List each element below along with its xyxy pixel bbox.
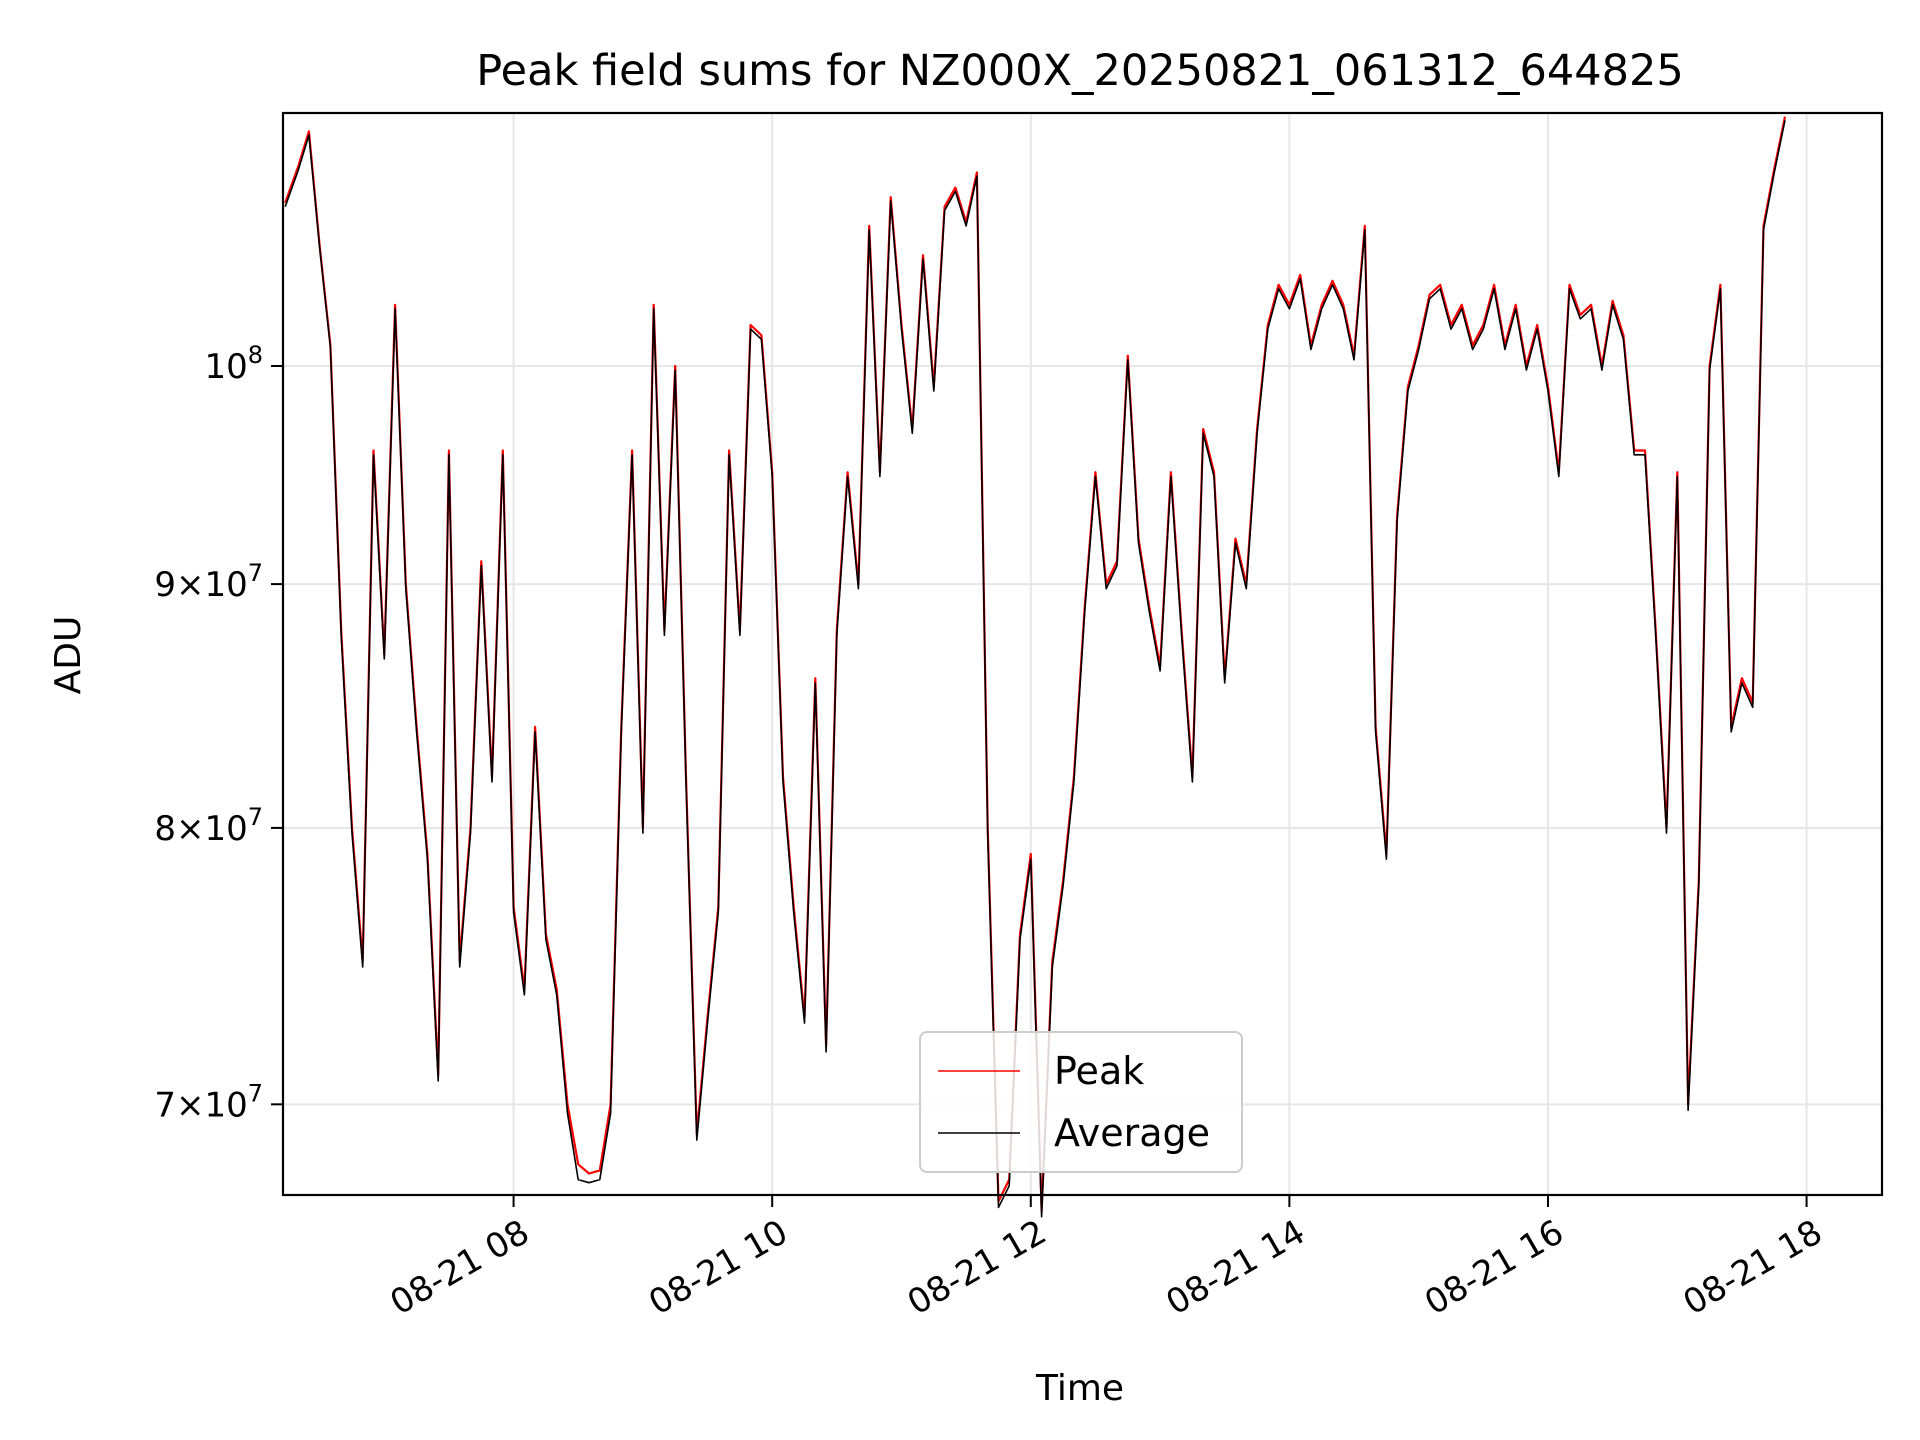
y-tick-label: 9×107 [154,559,263,605]
legend-peak-label: Peak [1054,1049,1144,1093]
x-axis-label: Time [1035,1368,1124,1409]
plot-frame [281,111,1884,1197]
grid-lines [283,113,1882,1195]
chart-title: Peak field sums for NZ000X_20250821_0613… [476,46,1683,96]
legend: Peak Average [919,1031,1243,1173]
y-tick-label: 7×107 [154,1079,263,1125]
legend-average-label: Average [1054,1111,1210,1155]
y-axis-label: ADU [48,616,89,695]
y-tick-label: 8×107 [154,803,263,849]
legend-box [919,1031,1243,1173]
